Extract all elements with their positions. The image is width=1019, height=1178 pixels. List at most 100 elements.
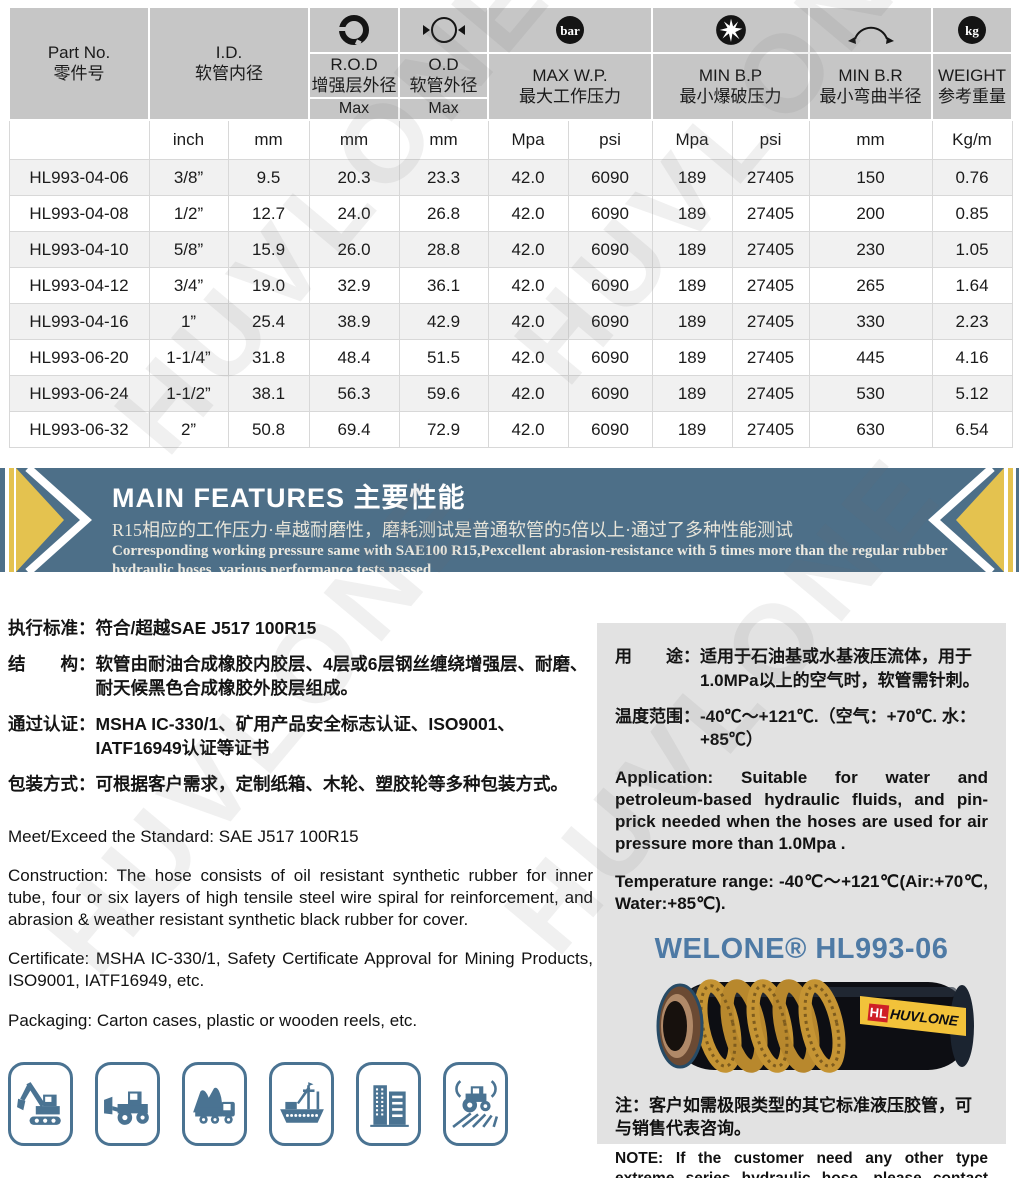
header-wt-icon-cell: kg	[931, 6, 1013, 54]
table-cell: 42.9	[398, 303, 489, 340]
table-cell: 4.16	[931, 339, 1013, 376]
part-no-cell: HL993-04-16	[8, 303, 150, 340]
table-row: HL993-04-06 3/8” 9.5 20.3 23.3 42.0 6090 189 274…	[8, 159, 1013, 196]
header-od-en: O.D	[428, 55, 459, 74]
spec-item-label: 用 途：	[615, 647, 700, 666]
table-cell: 6090	[567, 195, 653, 232]
header-id-en: I.D.	[215, 43, 243, 62]
table-row: HL993-04-12 3/4” 19.0 32.9 36.1 42.0 6090 189 27…	[8, 267, 1013, 304]
kg-icon-label: kg	[965, 23, 979, 38]
rod-ring-icon	[310, 8, 398, 52]
table-cell: 69.4	[308, 411, 400, 448]
header-wp-en: MAX W.P.	[532, 66, 608, 85]
part-no-cell: HL993-04-12	[8, 267, 150, 304]
spec-item-label: 执行标准：	[8, 618, 96, 638]
table-cell: 0.85	[931, 195, 1013, 232]
table-cell: 24.0	[308, 195, 400, 232]
header-br-icon-cell	[808, 6, 933, 54]
spec-item-label: 结 构：	[8, 653, 96, 674]
table-cell: 42.0	[487, 411, 569, 448]
table-cell: inch	[148, 119, 229, 160]
table-cell: 1.05	[931, 231, 1013, 268]
header-od-max: Max	[398, 96, 489, 121]
table-cell: 6090	[567, 231, 653, 268]
wheel-loader-icon	[95, 1062, 160, 1146]
header-rod-en: R.O.D	[330, 55, 378, 74]
table-cell: 27405	[731, 411, 810, 448]
table-cell: 2”	[148, 411, 229, 448]
paragraph: Temperature range: -40℃～+121℃(Air:+70℃, …	[615, 871, 988, 913]
banner-accent-bar	[1008, 468, 1013, 572]
hose-logo-text: HL	[868, 1004, 887, 1021]
table-cell: 38.9	[308, 303, 400, 340]
building-icon	[356, 1062, 421, 1146]
header-bp-icon-cell	[651, 6, 810, 54]
table-cell: 27405	[731, 267, 810, 304]
table-cell: 15.9	[227, 231, 310, 268]
industry-icons-row	[8, 1062, 508, 1146]
table-cell: 32.9	[308, 267, 400, 304]
table-cell: 1”	[148, 303, 229, 340]
table-cell: 56.3	[308, 375, 400, 412]
left-zh-list: 执行标准： 符合/超越SAE J517 100R15 结 构： 软管由耐油合成橡胶内胶…	[8, 616, 593, 796]
spec-item: 温度范围： -40℃～+121℃.（空气：+70℃. 水：+85℃）	[615, 705, 988, 753]
table-cell: 189	[651, 303, 733, 340]
table-cell: psi	[567, 119, 653, 160]
paragraph: Meet/Exceed the Standard: SAE J517 100R1…	[8, 827, 359, 846]
spec-item-text: 软管由耐油合成橡胶内胶层、4层或6层钢丝缠绕增强层、耐磨、耐天候黑色合成橡胶外胶…	[95, 653, 588, 699]
spec-item-label: 通过认证：	[8, 713, 96, 734]
right-en-list: Application: Suitable for water and petr…	[615, 767, 988, 915]
table-cell: 230	[808, 231, 933, 268]
spec-item: 用 途： 适用于石油基或水基液压流体，用于1.0MPa以上的空气时，软管需针刺。	[615, 645, 988, 693]
table-cell: 189	[651, 231, 733, 268]
table-cell: 27405	[731, 339, 810, 376]
ship-icon	[269, 1062, 334, 1146]
header-max-wp: MAX W.P. 最大工作压力	[487, 52, 653, 121]
table-cell: 5.12	[931, 375, 1013, 412]
table-cell: 0.76	[931, 159, 1013, 196]
table-cell: 150	[808, 159, 933, 196]
table-cell: 2.23	[931, 303, 1013, 340]
hose-brand-text: HUVLONE	[889, 1005, 959, 1028]
table-cell: 6090	[567, 303, 653, 340]
header-od-zh: 软管外径	[409, 76, 478, 96]
table-cell: 1.64	[931, 267, 1013, 304]
banner-background: MAIN FEATURES 主要性能 R15相应的工作压力·卓越耐磨性，磨耗测试…	[16, 468, 1004, 572]
table-cell: 28.8	[398, 231, 489, 268]
spec-item: 执行标准： 符合/超越SAE J517 100R15	[8, 616, 593, 641]
table-cell: 42.0	[487, 339, 569, 376]
bar-pressure-icon: bar	[489, 8, 651, 52]
tractor-icon	[443, 1062, 508, 1146]
spec-item-text: -40℃～+121℃.（空气：+70℃. 水：+85℃）	[700, 706, 976, 750]
part-no-cell: HL993-04-06	[8, 159, 150, 196]
spec-item-label: 包装方式：	[8, 773, 96, 794]
table-cell: 6090	[567, 159, 653, 196]
paragraph: Application: Suitable for water and petr…	[615, 768, 988, 854]
table-cell: mm	[398, 119, 489, 160]
table-row: HL993-06-20 1-1/4” 31.8 48.4 51.5 42.0 6090 189…	[8, 339, 1013, 376]
od-circle-icon	[400, 8, 487, 52]
table-cell: 19.0	[227, 267, 310, 304]
table-cell: 6090	[567, 267, 653, 304]
spec-item-label: 温度范围：	[615, 706, 700, 726]
table-cell: 42.0	[487, 375, 569, 412]
bend-radius-icon	[810, 8, 931, 52]
header-rod-max: Max	[308, 96, 400, 121]
table-cell: 630	[808, 411, 933, 448]
right-zh-list: 用 途： 适用于石油基或水基液压流体，用于1.0MPa以上的空气时，软管需针刺。温…	[615, 645, 988, 752]
spec-table: Part No. 零件号 I.D. 软管内径	[8, 6, 1013, 448]
part-no-cell: HL993-06-24	[8, 375, 150, 412]
header-part-no-en: Part No.	[47, 43, 111, 62]
table-cell: 189	[651, 339, 733, 376]
table-cell: 9.5	[227, 159, 310, 196]
header-rod-zh: 增强层外径	[311, 76, 397, 96]
header-wp-icon-cell: bar	[487, 6, 653, 54]
table-row: HL993-04-10 5/8” 15.9 26.0 28.8 42.0 6090 189 27…	[8, 231, 1013, 268]
table-cell: 1-1/2”	[148, 375, 229, 412]
header-br-en: MIN B.R	[838, 66, 903, 85]
table-cell: 6090	[567, 339, 653, 376]
table-cell: 23.3	[398, 159, 489, 196]
chevron-left-icon	[928, 468, 1004, 572]
table-cell: 6090	[567, 411, 653, 448]
banner-accent-bar	[0, 468, 5, 572]
